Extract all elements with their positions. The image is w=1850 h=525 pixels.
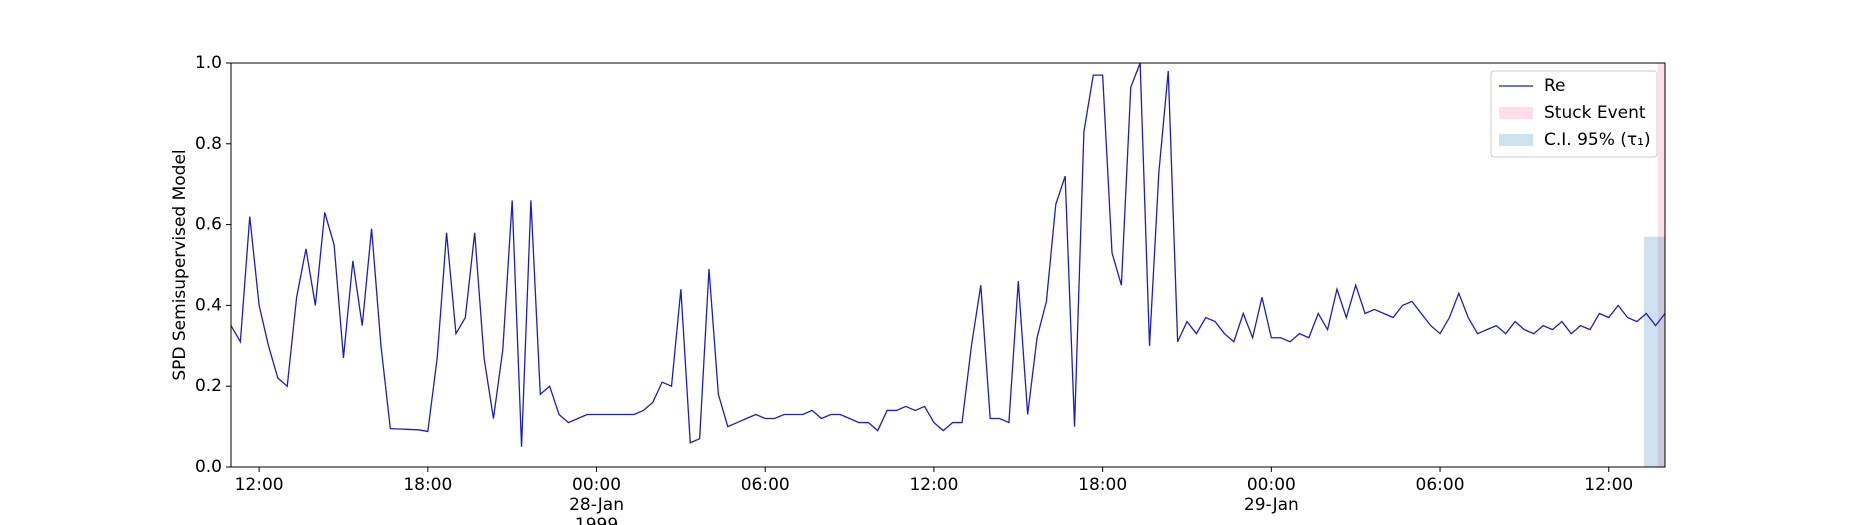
y-tick-label: 0.2 xyxy=(195,376,222,396)
x-tick-label: 06:00 xyxy=(741,475,790,495)
y-axis-label: SPD Semisupervised Model xyxy=(170,149,190,380)
legend-label: Stuck Event xyxy=(1544,103,1646,123)
legend-patch xyxy=(1499,107,1533,119)
x-tick-label: 06:00 xyxy=(1416,475,1465,495)
x-tick-label: 12:00 xyxy=(909,475,958,495)
legend-label: Re xyxy=(1544,76,1566,96)
data-line xyxy=(230,62,1666,447)
plot-frame xyxy=(230,62,1666,468)
x-tick-label: 12:00 xyxy=(235,475,284,495)
x-tick-label: 12:00 xyxy=(1584,475,1633,495)
y-tick-label: 0.4 xyxy=(195,295,222,315)
y-tick-label: 0.6 xyxy=(195,215,222,235)
y-tick-label: 0.8 xyxy=(195,134,222,154)
y-tick-label: 1.0 xyxy=(195,53,222,73)
shaded-span xyxy=(1643,236,1665,467)
legend-box xyxy=(1490,70,1658,158)
x-tick-label: 00:00 28-Jan 1999 xyxy=(569,475,624,525)
x-tick-label: 18:00 xyxy=(1078,475,1127,495)
x-tick-label: 18:00 xyxy=(403,475,452,495)
shaded-span xyxy=(1657,63,1665,467)
legend-label: C.I. 95% (τ₁) xyxy=(1544,130,1651,150)
y-tick-label: 0.0 xyxy=(195,457,222,477)
legend-patch xyxy=(1499,134,1533,146)
x-tick-label: 00:00 29-Jan xyxy=(1244,475,1299,515)
